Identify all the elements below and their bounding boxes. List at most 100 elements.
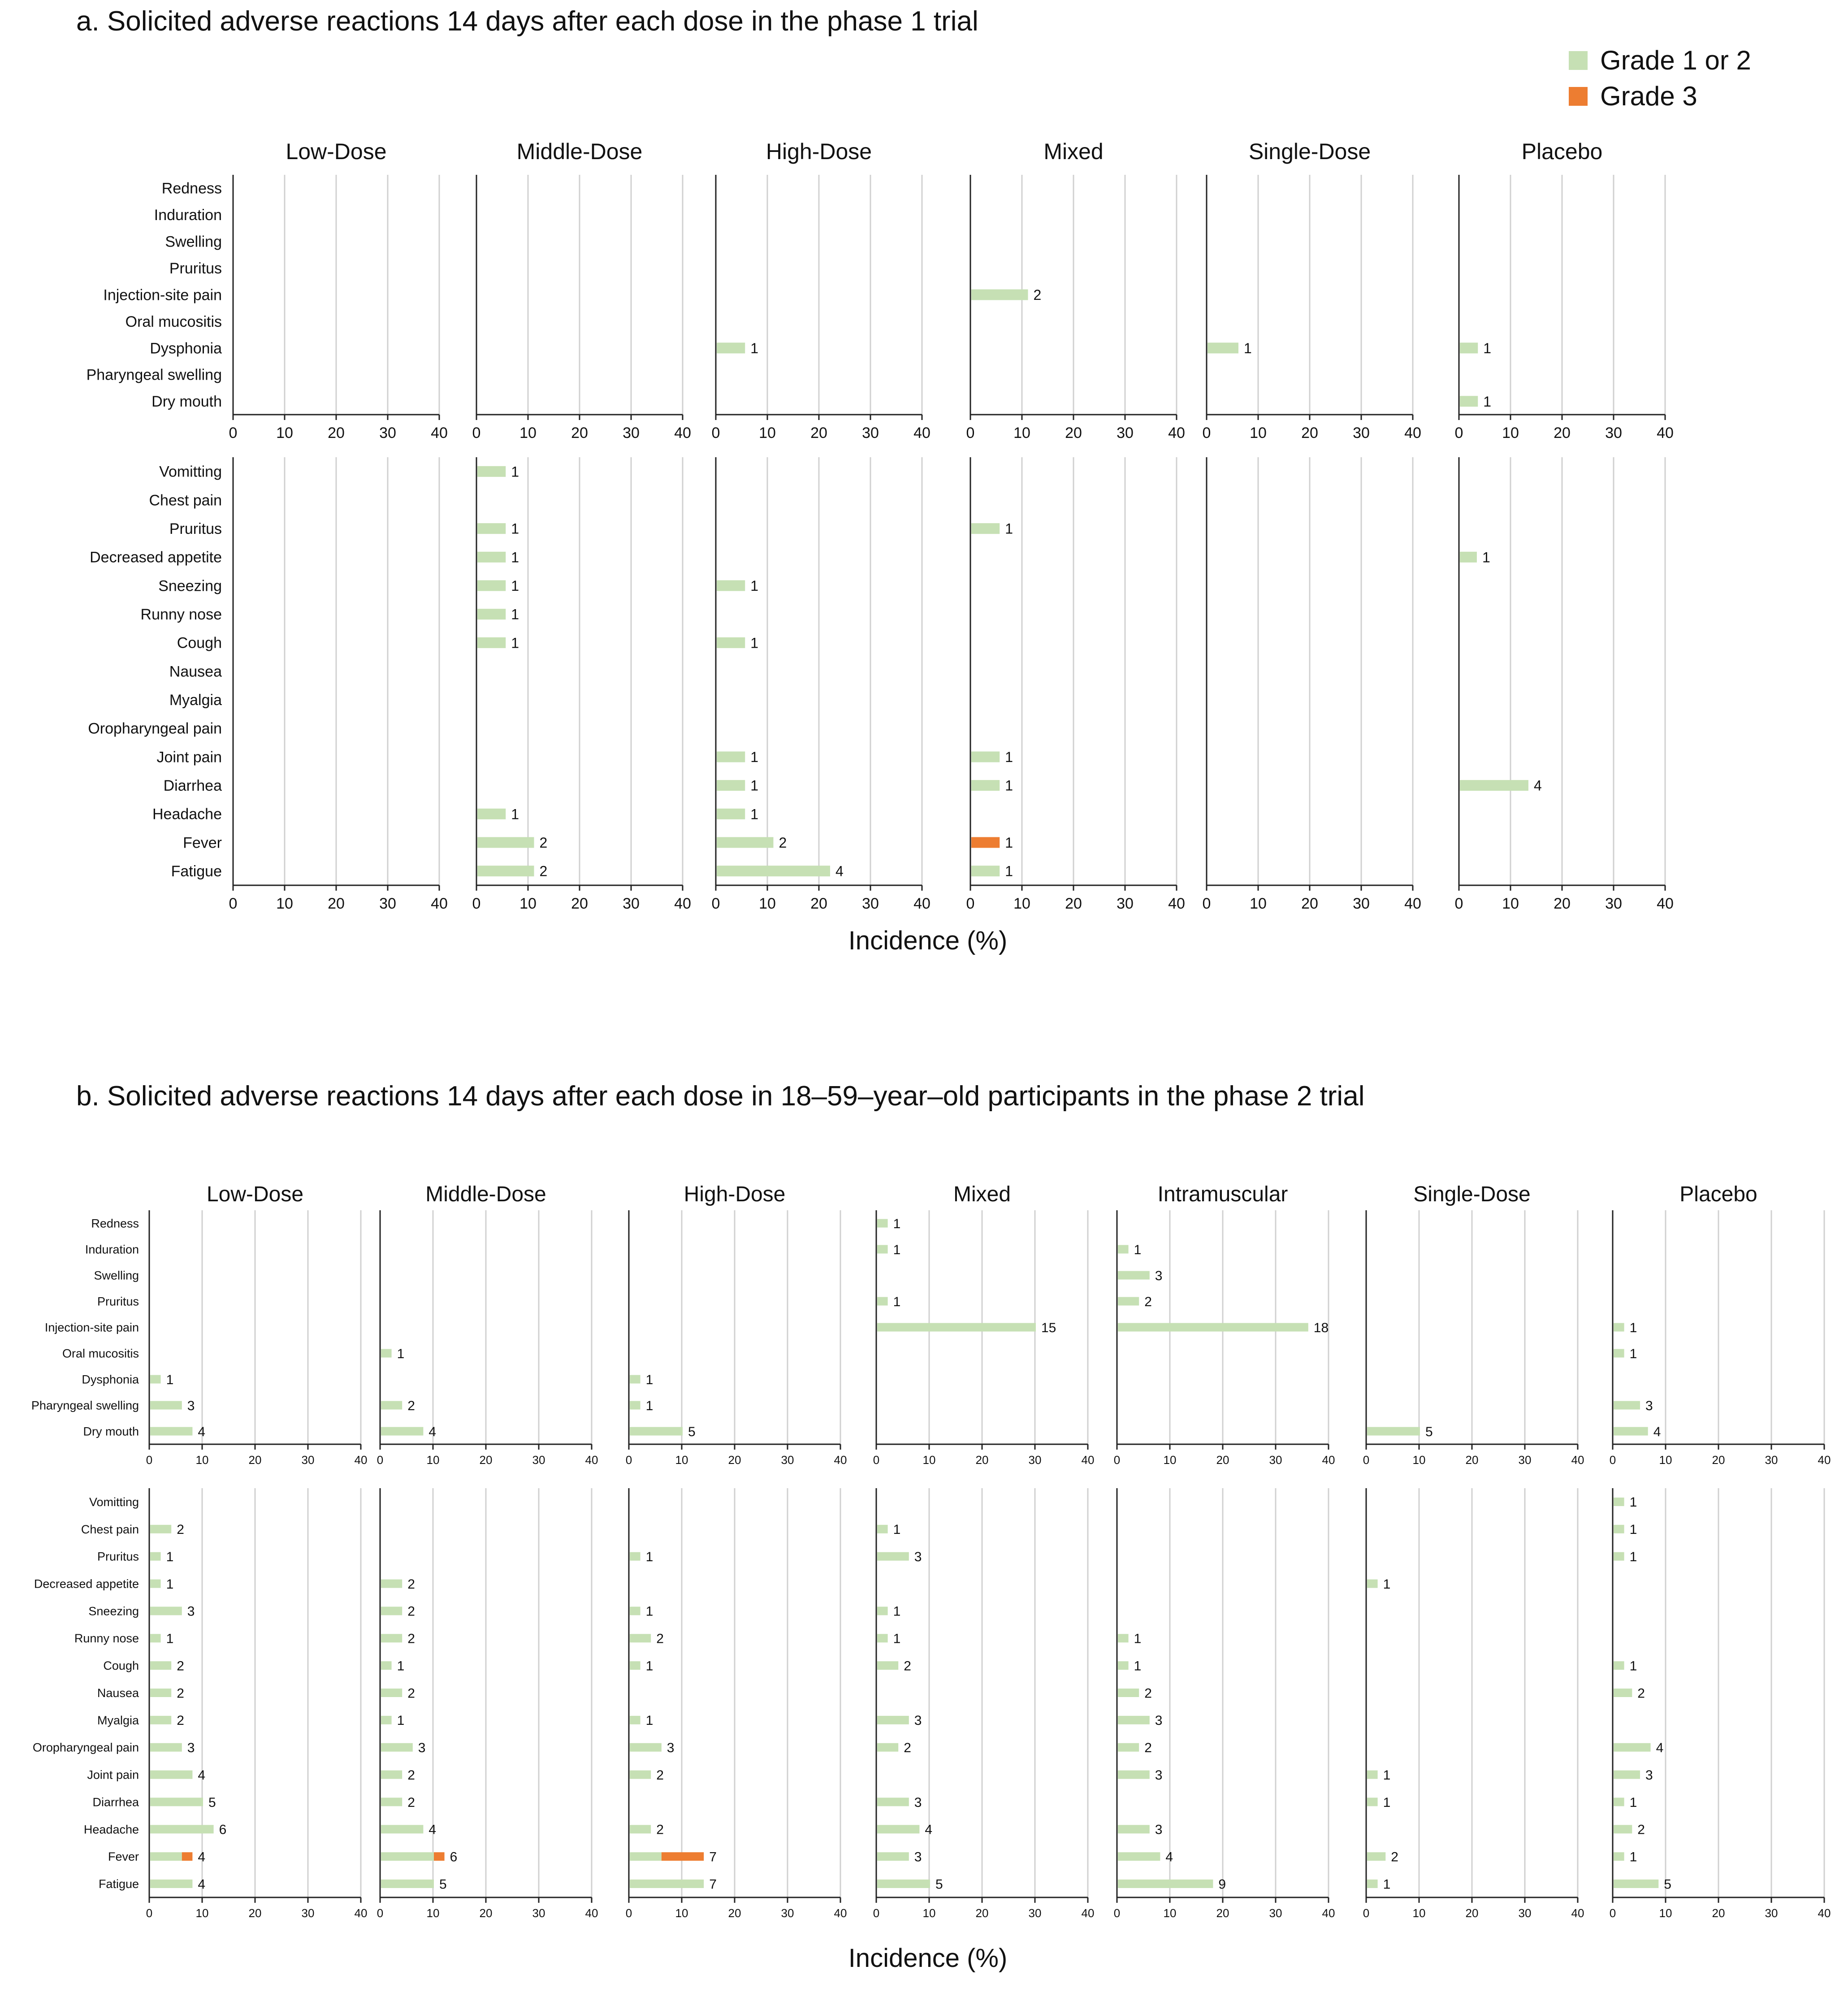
bar-value-label: 3 <box>914 1795 922 1810</box>
bar-value-label: 3 <box>1155 1713 1163 1728</box>
x-tick-label: 40 <box>834 1906 847 1920</box>
x-tick-label: 10 <box>427 1453 440 1467</box>
category-label-pruritus: Pruritus <box>97 1550 139 1563</box>
bar-grade12-low-dose-cough <box>150 1661 172 1670</box>
bar-value-label: 2 <box>407 1632 415 1646</box>
x-tick-label: 10 <box>1413 1906 1426 1920</box>
bar-value-label: 1 <box>1630 1347 1637 1361</box>
bar-grade12-high-dose-fatigue <box>717 866 830 877</box>
bar-grade12-placebo-fever <box>1614 1852 1624 1861</box>
x-tick-label: 40 <box>1571 1453 1584 1467</box>
category-label-oral-mucositis: Oral mucositis <box>62 1347 139 1360</box>
bar-value-label: 5 <box>935 1877 943 1892</box>
figure-title-a: a. Solicited adverse reactions 14 days a… <box>76 6 978 37</box>
x-tick-label: 30 <box>781 1453 794 1467</box>
category-label-oropharyngeal-pain: Oropharyngeal pain <box>33 1741 139 1754</box>
x-tick-label: 30 <box>302 1453 315 1467</box>
group-header-mixed: Mixed <box>953 1182 1011 1206</box>
bar-value-label: 2 <box>540 835 548 851</box>
x-tick-label: 40 <box>355 1453 368 1467</box>
bar-grade12-placebo-dysphonia <box>1460 342 1478 354</box>
bar-grade12-middle-dose-nausea <box>381 1689 402 1697</box>
bar-grade12-mixed-induration <box>877 1245 888 1254</box>
bar-grade12-low-dose-runny-nose <box>150 1634 161 1643</box>
bar-value-label: 1 <box>1134 1659 1142 1673</box>
group-header-placebo: Placebo <box>1679 1182 1757 1206</box>
bar-grade12-low-dose-dysphonia <box>150 1375 161 1384</box>
x-tick-label: 10 <box>1659 1906 1672 1920</box>
x-tick-label: 40 <box>1571 1906 1584 1920</box>
category-label-injection-site-pain: Injection-site pain <box>103 286 222 303</box>
category-label-pruritus: Pruritus <box>169 260 222 277</box>
bar-value-label: 1 <box>1630 1850 1637 1865</box>
bar-value-label: 1 <box>511 806 519 822</box>
category-label-fatigue: Fatigue <box>171 863 222 880</box>
legend-item-grade12: Grade 1 or 2 <box>1569 45 1751 76</box>
bar-value-label: 2 <box>177 1713 184 1728</box>
x-tick-label: 30 <box>532 1453 545 1467</box>
x-tick-label: 30 <box>781 1906 794 1920</box>
x-tick-label: 20 <box>1216 1453 1229 1467</box>
category-label-dry-mouth: Dry mouth <box>83 1425 139 1438</box>
bar-value-label: 6 <box>219 1823 227 1837</box>
x-tick-label: 10 <box>1250 895 1267 912</box>
category-label-myalgia: Myalgia <box>97 1714 139 1727</box>
x-tick-label: 0 <box>1114 1453 1120 1467</box>
category-label-fatigue: Fatigue <box>99 1877 139 1891</box>
bar-value-label: 1 <box>397 1659 405 1673</box>
bar-value-label: 1 <box>1383 1577 1391 1592</box>
x-tick-label: 0 <box>1455 424 1463 442</box>
x-tick-label: 10 <box>1250 424 1267 442</box>
bar-grade12-mixed-diarrhea <box>877 1797 909 1806</box>
bar-value-label: 1 <box>1630 1795 1637 1810</box>
bar-value-label: 4 <box>428 1823 436 1837</box>
bar-value-label: 1 <box>1630 1495 1637 1510</box>
x-tick-label: 10 <box>1013 424 1030 442</box>
bar-grade12-placebo-decreased-appetite <box>1460 551 1477 563</box>
category-label-fever: Fever <box>183 834 222 851</box>
bar-value-label: 4 <box>925 1823 932 1837</box>
bar-grade12-high-dose-cough <box>717 637 745 648</box>
x-tick-label: 20 <box>571 895 588 912</box>
bar-grade12-high-dose-fever <box>717 837 774 848</box>
bar-grade12-middle-dose-runny-nose <box>477 609 506 620</box>
category-label-fever: Fever <box>108 1850 139 1863</box>
bar-value-label: 1 <box>1483 394 1491 410</box>
x-tick-label: 40 <box>431 424 448 442</box>
bar-value-label: 3 <box>1155 1768 1163 1783</box>
bar-value-label: 1 <box>1134 1243 1142 1257</box>
bar-grade12-middle-dose-myalgia <box>381 1715 392 1724</box>
bar-grade12-mixed-chest-pain <box>877 1524 888 1533</box>
category-label-swelling: Swelling <box>165 234 222 251</box>
bar-value-label: 6 <box>450 1850 458 1865</box>
bar-value-label: 4 <box>198 1768 205 1783</box>
bar-grade12-high-dose-headache <box>717 808 745 819</box>
bar-grade12-high-dose-pruritus <box>630 1552 641 1561</box>
x-tick-label: 30 <box>532 1906 545 1920</box>
bar-grade12-high-dose-joint-pain <box>717 751 745 762</box>
bar-value-label: 1 <box>1005 521 1013 537</box>
bar-grade12-high-dose-headache <box>630 1825 651 1834</box>
bar-grade12-low-dose-pharyngeal-swelling <box>150 1401 182 1410</box>
x-tick-label: 30 <box>1605 895 1622 912</box>
legend-swatch-grade3 <box>1569 87 1588 106</box>
x-tick-label: 10 <box>759 895 776 912</box>
category-label-chest-pain: Chest pain <box>81 1523 139 1536</box>
x-tick-label: 30 <box>1353 895 1370 912</box>
x-tick-label: 40 <box>913 424 930 442</box>
bar-grade12-mixed-fatigue <box>877 1879 930 1888</box>
bar-value-label: 4 <box>198 1850 205 1865</box>
category-label-redness: Redness <box>91 1217 139 1230</box>
bar-grade12-mixed-fatigue <box>971 866 1000 877</box>
x-tick-label: 0 <box>1455 895 1463 912</box>
x-tick-label: 30 <box>1029 1453 1042 1467</box>
bar-grade12-low-dose-dry-mouth <box>150 1427 193 1436</box>
x-tick-label: 10 <box>1164 1453 1177 1467</box>
bar-value-label: 1 <box>166 1577 174 1592</box>
bar-grade12-placebo-diarrhea <box>1460 780 1528 791</box>
bar-grade12-placebo-dry-mouth <box>1614 1427 1648 1436</box>
bar-grade12-high-dose-runny-nose <box>630 1634 651 1643</box>
bar-grade12-middle-dose-cough <box>477 637 506 648</box>
x-tick-label: 30 <box>1765 1906 1778 1920</box>
